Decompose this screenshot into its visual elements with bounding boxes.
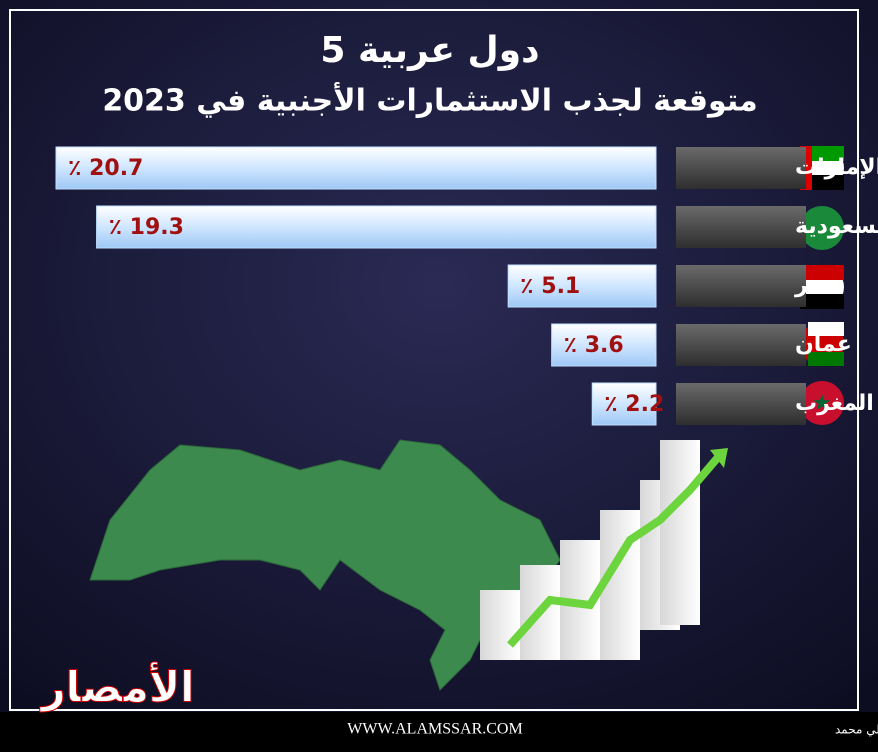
value-label: ٪ 20.7 [68, 156, 143, 181]
credits: إعداد: إسلام حسوب - تصميم: علي محمد [835, 723, 878, 738]
bar [55, 146, 657, 190]
category-box [676, 324, 806, 366]
bar [96, 205, 657, 249]
bar [507, 264, 657, 308]
value-label: ٪ 3.6 [564, 333, 624, 358]
chart-subtitle: متوقعة لجذب الاستثمارات الأجنبية في 2023 [102, 82, 757, 119]
category-label: السعودية [795, 214, 878, 239]
bars: ٪ 20.7 الإمارات ٪ 19.3 السعودية ٪ 5.1 مصر ٪ 3.… [55, 146, 878, 426]
bar [551, 323, 657, 367]
category-label: مصر [794, 273, 844, 298]
chart-title: 5 دول عربية [320, 30, 539, 71]
category-label: المغرب [795, 391, 874, 416]
category-box [676, 206, 806, 248]
footer-bar [0, 712, 878, 748]
category-box [676, 383, 806, 425]
value-label: ٪ 2.2 [604, 392, 664, 417]
category-label: عمان [795, 332, 852, 357]
svg-text:★: ★ [812, 391, 832, 416]
value-label: ٪ 5.1 [520, 274, 580, 299]
bar [591, 382, 657, 426]
logo: الأمصار [39, 662, 194, 712]
growth-decoration [480, 440, 728, 660]
website: WWW.ALAMSSAR.COM [347, 721, 522, 738]
category-box [676, 147, 806, 189]
value-label: ٪ 19.3 [109, 215, 184, 240]
category-box [676, 265, 806, 307]
frame [9, 9, 859, 711]
category-label: الإمارات [795, 155, 878, 180]
